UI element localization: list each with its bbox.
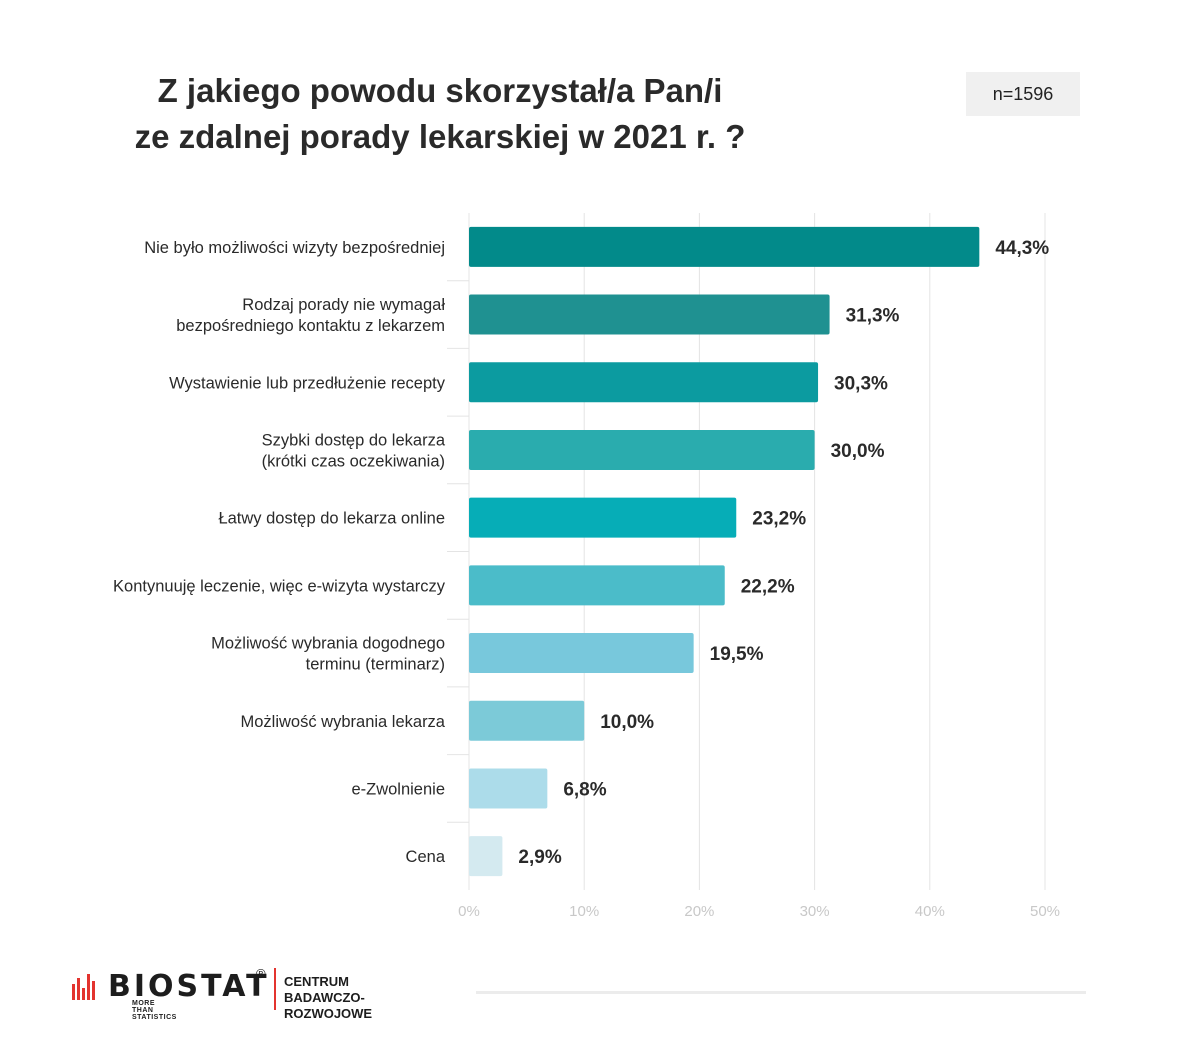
bar	[469, 497, 737, 538]
x-tick-label: 40%	[915, 903, 945, 920]
bar	[469, 700, 585, 741]
registered-mark: ®	[256, 966, 266, 981]
bar-value-label: 22,2%	[741, 576, 795, 597]
bar-value-label: 19,5%	[710, 644, 764, 665]
x-tick-label: 10%	[569, 903, 599, 920]
bar	[469, 565, 725, 606]
department-line2: BADAWCZO-ROZWOJOWE	[284, 990, 373, 1021]
footer-rule	[476, 991, 1086, 994]
category-label: Rodzaj porady nie wymagał	[242, 296, 445, 314]
category-label: Łatwy dostęp do lekarza online	[218, 510, 445, 528]
category-label: Wystawienie lub przedłużenie recepty	[169, 374, 446, 392]
x-tick-label: 50%	[1030, 903, 1060, 920]
category-label: Nie było możliwości wizyty bezpośredniej	[144, 239, 445, 257]
category-label: bezpośredniego kontaktu z lekarzem	[176, 317, 445, 335]
category-label: Możliwość wybrania dogodnego	[211, 635, 445, 653]
footer-divider	[274, 968, 276, 1010]
category-label: terminu (terminarz)	[306, 656, 445, 674]
bar-value-label: 30,0%	[831, 441, 885, 462]
bar	[469, 836, 503, 877]
category-label: Szybki dostęp do lekarza	[262, 431, 446, 449]
bar	[469, 294, 830, 335]
bar	[469, 362, 819, 403]
biostat-logo-text: BIOSTAT	[108, 969, 270, 1004]
bar-value-label: 10,0%	[600, 712, 654, 733]
department-line1: CENTRUM	[284, 974, 349, 989]
x-tick-label: 30%	[800, 903, 830, 920]
bar-value-label: 2,9%	[518, 847, 561, 868]
sample-size-badge: n=1596	[966, 72, 1080, 116]
biostat-bars-icon	[72, 974, 95, 1000]
bar	[469, 429, 815, 470]
department-name: CENTRUM BADAWCZO-ROZWOJOWE	[284, 974, 372, 1022]
category-label: Cena	[406, 848, 446, 866]
bar-value-label: 23,2%	[752, 509, 806, 530]
bar-value-label: 6,8%	[563, 779, 606, 800]
category-label: (krótki czas oczekiwania)	[262, 452, 445, 470]
bar-value-label: 30,3%	[834, 373, 888, 394]
x-tick-label: 0%	[458, 903, 480, 920]
bar-value-label: 31,3%	[846, 306, 900, 327]
chart-title-line2: ze zdalnej porady lekarskiej w 2021 r. ?	[134, 118, 746, 155]
bar	[469, 633, 694, 674]
category-label: Kontynuuję leczenie, więc e-wizyta wysta…	[113, 577, 446, 595]
chart-title-line1: Z jakiego powodu skorzystał/a Pan/i	[157, 72, 723, 109]
bar	[469, 768, 548, 809]
bar	[469, 226, 980, 267]
category-label: e-Zwolnienie	[351, 780, 445, 798]
logo-tagline: MORE THAN STATISTICS	[132, 1000, 177, 1021]
bar-value-label: 44,3%	[995, 238, 1049, 259]
chart-title: Z jakiego powodu skorzystał/a Pan/i ze z…	[100, 68, 780, 160]
category-label: Możliwość wybrania lekarza	[241, 713, 446, 731]
x-tick-label: 20%	[684, 903, 714, 920]
